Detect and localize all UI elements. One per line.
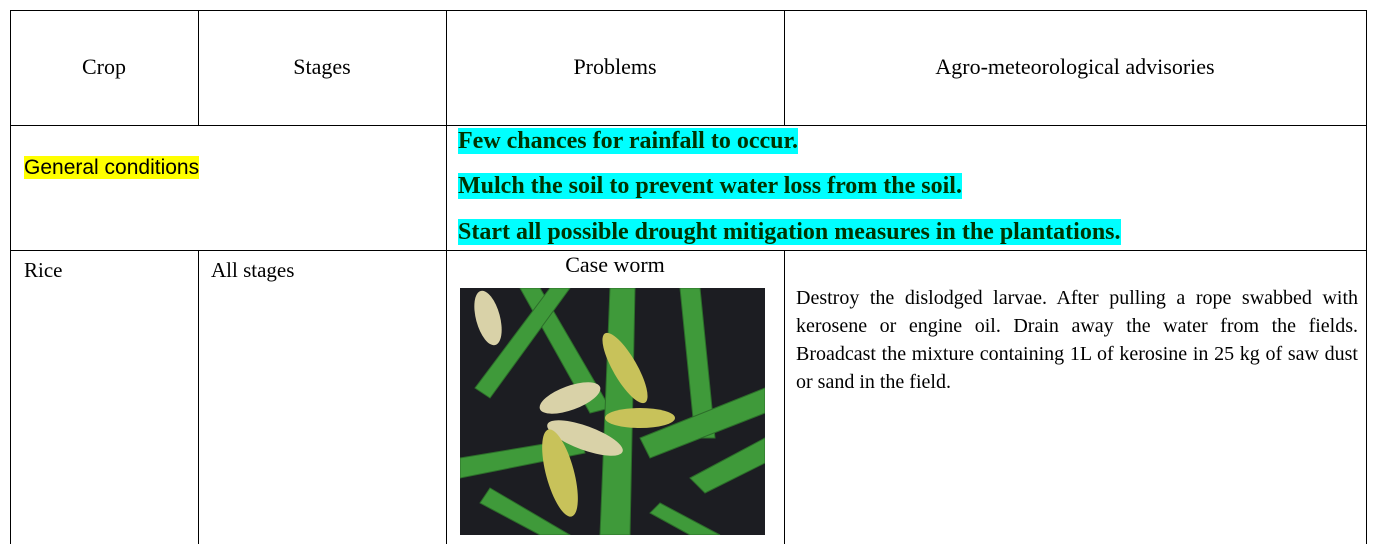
border (10, 250, 1367, 251)
header-cell: Stages (198, 54, 446, 80)
general-advisory: Start all possible drought mitigation me… (458, 219, 1121, 245)
border (10, 10, 1367, 11)
stage: All stages (211, 258, 294, 283)
header-cell: Crop (10, 54, 198, 80)
page: Crop Stages Problems Agro-meteorological… (0, 0, 1376, 544)
header-cell: Problems (446, 54, 784, 80)
border (198, 250, 199, 544)
general-label: General conditions (24, 156, 199, 179)
general-advisory: Mulch the soil to prevent water loss fro… (458, 173, 962, 199)
border (10, 125, 1367, 126)
crop: Rice (24, 258, 62, 283)
border (1366, 10, 1367, 544)
problem-photo (460, 288, 765, 535)
border (10, 10, 11, 544)
advisory: Destroy the dislodged larvae. After pull… (796, 284, 1358, 396)
header-cell: Agro-meteorological advisories (784, 54, 1366, 80)
problem-title: Case worm (446, 252, 784, 278)
general-advisory: Few chances for rainfall to occur. (458, 128, 798, 154)
border (784, 250, 785, 544)
